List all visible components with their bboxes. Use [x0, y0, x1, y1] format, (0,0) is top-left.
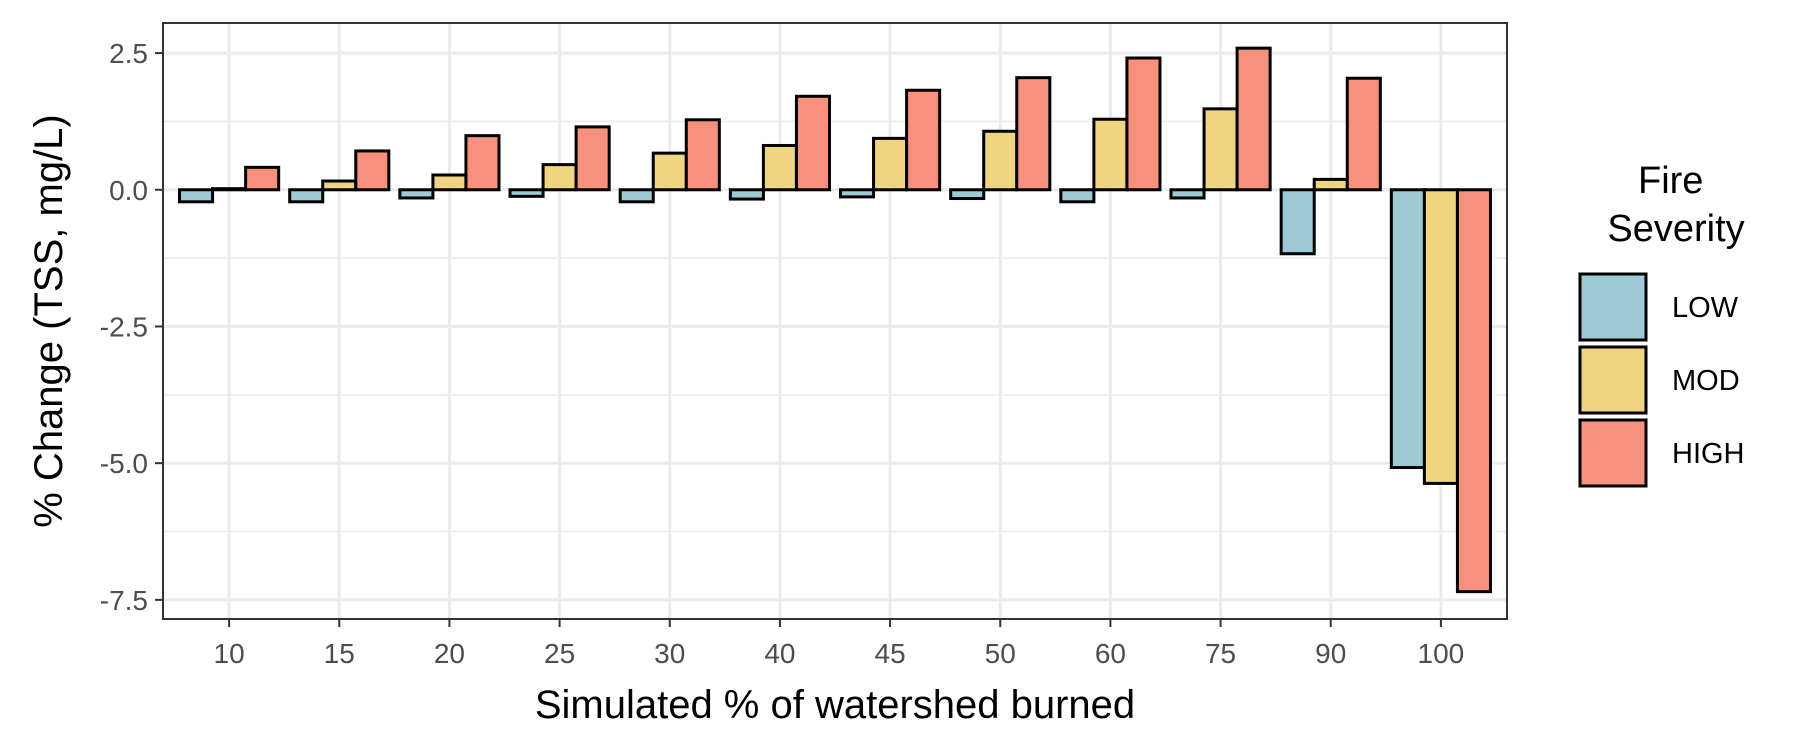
- x-axis: 10 15 20 25 30 40 45 50 60 75 90 100: [214, 619, 1465, 669]
- bar-mod-20: [431, 173, 468, 192]
- bar-low-50: [949, 188, 986, 201]
- x-tick-label: 40: [764, 638, 795, 669]
- legend-label-high: HIGH: [1672, 438, 1745, 470]
- bar-high-45: [905, 88, 942, 192]
- bar-high-100: [1455, 188, 1492, 594]
- legend-title-line-1: Fire: [1638, 160, 1703, 202]
- x-tick-label: 75: [1205, 638, 1236, 669]
- bar-low-90: [1279, 188, 1316, 256]
- legend-label-low: LOW: [1672, 292, 1739, 324]
- x-tick-label: 10: [214, 638, 245, 669]
- bar-low-75: [1169, 188, 1206, 200]
- bar-low-15: [288, 188, 325, 204]
- legend-title: Fire Severity: [1607, 160, 1744, 250]
- bar-high-25: [574, 125, 611, 192]
- x-tick-label: 30: [654, 638, 685, 669]
- bar-low-60: [1059, 188, 1096, 204]
- y-tick-label: 0.0: [109, 175, 148, 206]
- bar-mod-75: [1202, 107, 1239, 192]
- panel-border: [162, 22, 1508, 620]
- bar-high-20: [464, 134, 501, 192]
- bar-low-20: [398, 188, 435, 200]
- bar-mod-100: [1422, 188, 1459, 485]
- bar-low-30: [618, 188, 655, 204]
- bar-high-90: [1345, 76, 1382, 192]
- bar-low-10: [178, 188, 215, 204]
- x-tick-label: 45: [875, 638, 906, 669]
- legend-key-mod: [1578, 345, 1648, 415]
- x-tick-label: 60: [1095, 638, 1126, 669]
- bar-low-25: [508, 188, 545, 198]
- x-tick-label: 20: [434, 638, 465, 669]
- y-axis-title: % Change (TSS, mg/L): [27, 114, 71, 528]
- x-tick-label: 25: [544, 638, 575, 669]
- bar-mod-25: [541, 163, 578, 192]
- legend-key-low: [1578, 272, 1648, 342]
- x-tick-label: 90: [1315, 638, 1346, 669]
- x-tick-label: 100: [1418, 638, 1465, 669]
- x-tick-label: 50: [985, 638, 1016, 669]
- legend-label-mod: MOD: [1672, 365, 1740, 397]
- bar-low-100: [1389, 188, 1426, 470]
- bar-mod-30: [651, 151, 688, 192]
- bar-mod-90: [1312, 177, 1349, 192]
- bar-high-10: [244, 165, 281, 192]
- bar-mod-45: [872, 136, 909, 192]
- bars-group: [178, 46, 1492, 594]
- legend: Fire Severity LOW MOD HIGH: [1578, 160, 1745, 488]
- bar-mod-10: [211, 187, 248, 192]
- bar-high-60: [1125, 56, 1162, 192]
- bar-high-40: [794, 94, 831, 192]
- plot-panel-border: [162, 22, 1508, 620]
- y-tick-label: 2.5: [109, 38, 148, 69]
- bar-high-50: [1015, 76, 1052, 192]
- bar-low-45: [839, 188, 876, 199]
- y-tick-label: -7.5: [100, 585, 148, 616]
- plot-panel-background: [163, 23, 1507, 619]
- y-axis: 2.5 0.0 -2.5 -5.0 -7.5: [100, 38, 163, 616]
- bar-mod-40: [761, 143, 798, 192]
- x-axis-title: Simulated % of watershed burned: [535, 683, 1135, 727]
- bar-mod-50: [982, 129, 1019, 192]
- bar-high-75: [1235, 46, 1272, 192]
- bar-high-30: [684, 118, 721, 192]
- panel-background: [163, 23, 1507, 619]
- legend-title-line-2: Severity: [1607, 208, 1744, 250]
- x-tick-label: 15: [324, 638, 355, 669]
- bar-mod-15: [321, 179, 358, 192]
- bar-mod-60: [1092, 117, 1129, 192]
- y-tick-label: -5.0: [100, 448, 148, 479]
- bar-high-15: [354, 149, 391, 192]
- bar-low-40: [728, 188, 765, 201]
- y-tick-label: -2.5: [100, 311, 148, 342]
- legend-key-high: [1578, 418, 1648, 488]
